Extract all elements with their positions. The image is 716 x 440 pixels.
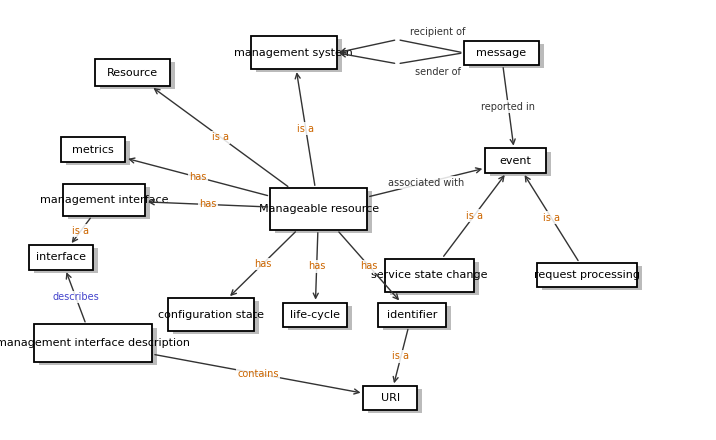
Text: has: has [254,259,271,269]
Text: describes: describes [52,292,99,302]
Bar [100,62,175,89]
Text: configuration state: configuration state [158,310,264,319]
Text: Manageable resource: Manageable resource [258,204,379,214]
Bar [390,261,480,295]
Bar [464,40,538,65]
Text: contains: contains [237,369,279,379]
Text: interface: interface [36,253,86,262]
Text: sender of: sender of [415,67,460,77]
Bar [382,306,451,330]
Text: is a: is a [212,132,229,142]
Bar [369,389,422,414]
Text: reported in: reported in [481,102,536,112]
Text: management system: management system [234,48,353,58]
Bar [490,151,551,176]
Text: management interface: management interface [39,195,168,205]
Text: Resource: Resource [107,68,158,77]
Bar [66,140,130,165]
Bar [34,324,153,362]
Bar [251,36,337,69]
Bar [283,303,347,326]
Bar [468,44,543,68]
Text: message: message [476,48,526,58]
Text: management interface description: management interface description [0,338,190,348]
Bar [39,327,158,365]
Bar [485,148,546,172]
Bar [61,137,125,161]
Bar [537,263,637,287]
Text: is a: is a [543,213,560,223]
Text: recipient of: recipient of [410,27,465,37]
Bar [385,258,474,291]
Bar [276,191,372,233]
Text: URI: URI [381,393,400,403]
Bar [34,248,98,273]
Text: has: has [189,172,206,182]
Text: identifier: identifier [387,310,437,319]
Bar [542,266,642,290]
Text: service state change: service state change [372,270,488,280]
Bar [173,301,259,334]
Bar [364,386,417,410]
Bar [168,298,254,331]
Bar [95,59,170,86]
Text: metrics: metrics [72,145,114,154]
Text: is a: is a [297,124,314,134]
Bar [68,187,150,219]
Text: has: has [199,199,216,209]
Bar [63,184,145,216]
Text: associated with: associated with [388,178,464,187]
Text: has: has [360,261,378,271]
Text: life-cycle: life-cycle [290,310,340,319]
Bar [29,246,93,269]
Text: has: has [308,261,325,271]
Bar [378,303,445,326]
Text: event: event [500,156,531,165]
Text: request processing: request processing [534,270,640,280]
Text: is a: is a [392,352,410,361]
Bar [288,306,352,330]
Bar [271,188,367,230]
Bar [256,39,342,72]
Text: is a: is a [72,226,90,236]
Text: is a: is a [465,211,483,220]
